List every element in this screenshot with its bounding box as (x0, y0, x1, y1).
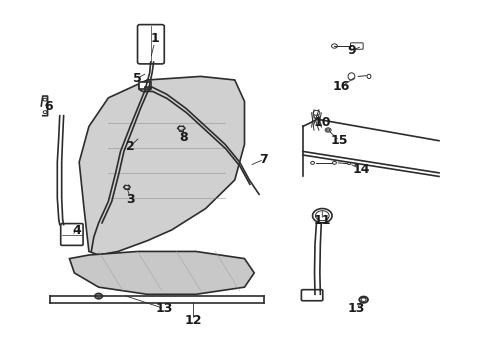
FancyBboxPatch shape (301, 290, 322, 301)
FancyBboxPatch shape (350, 43, 363, 49)
Text: 10: 10 (313, 116, 330, 129)
Text: 15: 15 (330, 134, 347, 147)
Text: 14: 14 (352, 163, 369, 176)
Text: 13: 13 (155, 302, 173, 315)
Text: 11: 11 (313, 213, 330, 226)
Text: 9: 9 (346, 44, 355, 57)
Text: 8: 8 (179, 131, 188, 144)
Text: 1: 1 (150, 32, 159, 45)
Text: 12: 12 (184, 314, 202, 327)
Text: 13: 13 (347, 302, 364, 315)
Polygon shape (79, 76, 244, 255)
Text: 3: 3 (126, 193, 134, 206)
Text: 6: 6 (44, 100, 53, 113)
FancyBboxPatch shape (61, 224, 83, 246)
Text: 2: 2 (125, 140, 134, 153)
Polygon shape (69, 251, 254, 294)
Text: 16: 16 (332, 80, 350, 93)
FancyBboxPatch shape (137, 24, 164, 64)
Text: 5: 5 (133, 72, 142, 85)
Bar (139, 82, 151, 89)
Text: 7: 7 (259, 153, 268, 166)
Text: 4: 4 (72, 224, 81, 237)
